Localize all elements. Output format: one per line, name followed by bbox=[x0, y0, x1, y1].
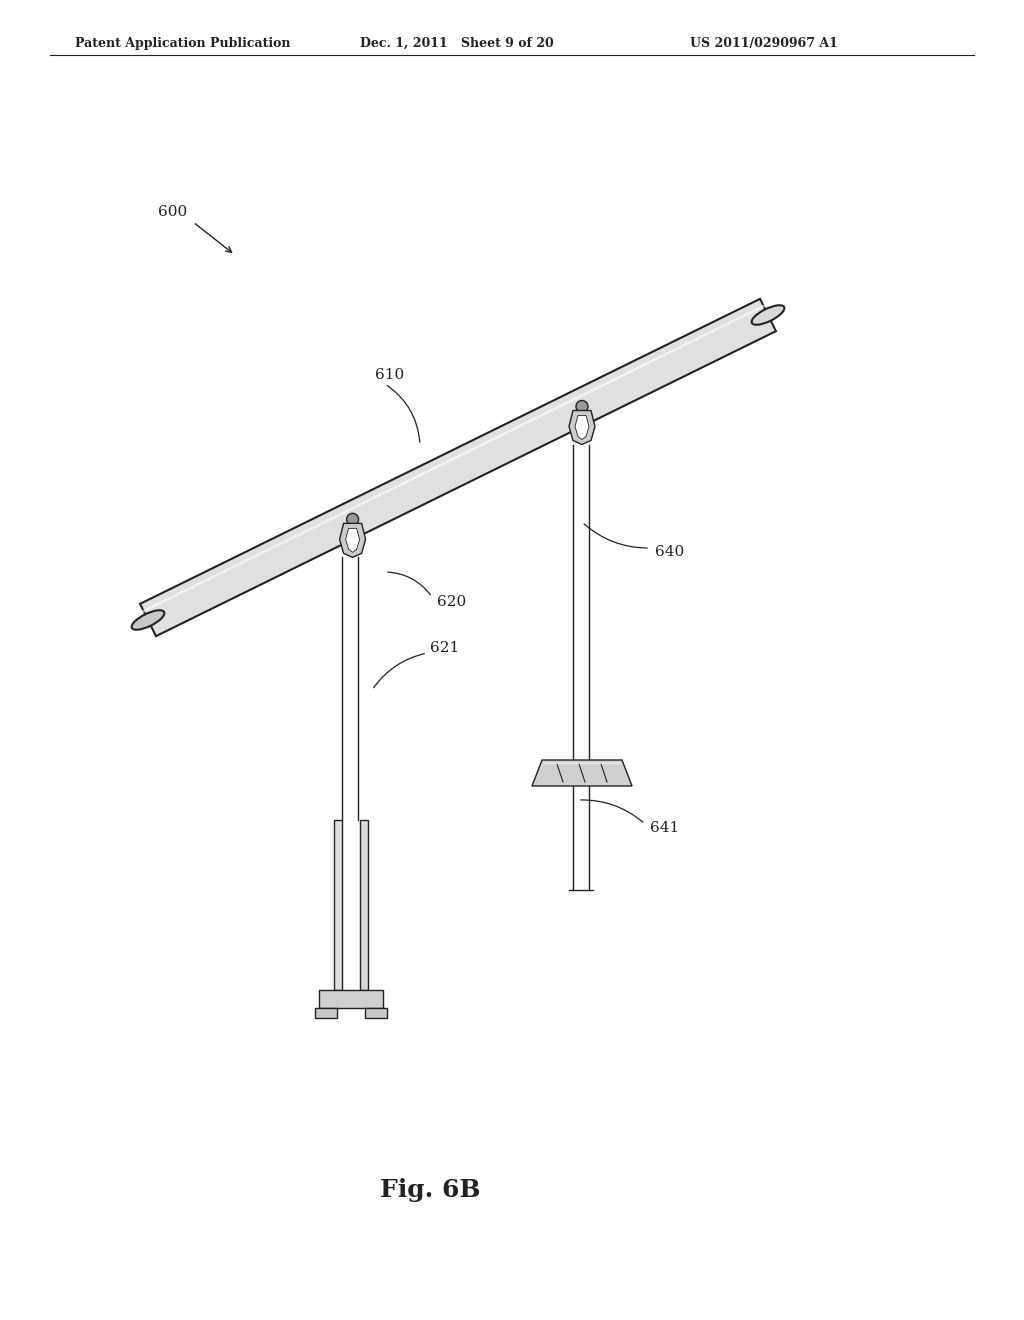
Text: Dec. 1, 2011   Sheet 9 of 20: Dec. 1, 2011 Sheet 9 of 20 bbox=[360, 37, 554, 50]
Ellipse shape bbox=[132, 610, 165, 630]
Bar bbox=[314, 1008, 337, 1018]
Circle shape bbox=[346, 513, 358, 525]
Text: US 2011/0290967 A1: US 2011/0290967 A1 bbox=[690, 37, 838, 50]
Bar bbox=[365, 1008, 387, 1018]
Ellipse shape bbox=[752, 305, 784, 325]
Text: 600: 600 bbox=[158, 205, 187, 219]
Bar bbox=[318, 990, 383, 1008]
Text: 620: 620 bbox=[437, 595, 466, 609]
Text: Fig. 6B: Fig. 6B bbox=[380, 1177, 480, 1203]
Text: Patent Application Publication: Patent Application Publication bbox=[75, 37, 291, 50]
Polygon shape bbox=[346, 528, 359, 552]
Circle shape bbox=[575, 400, 588, 412]
Text: 610: 610 bbox=[375, 368, 404, 381]
Polygon shape bbox=[575, 416, 589, 440]
Bar bbox=[359, 820, 368, 990]
Text: 641: 641 bbox=[650, 821, 679, 836]
Polygon shape bbox=[340, 523, 366, 557]
Polygon shape bbox=[140, 298, 776, 636]
Text: 621: 621 bbox=[430, 642, 459, 655]
Polygon shape bbox=[569, 411, 595, 445]
Bar bbox=[334, 820, 342, 990]
Text: 640: 640 bbox=[655, 545, 684, 558]
Polygon shape bbox=[532, 760, 632, 785]
